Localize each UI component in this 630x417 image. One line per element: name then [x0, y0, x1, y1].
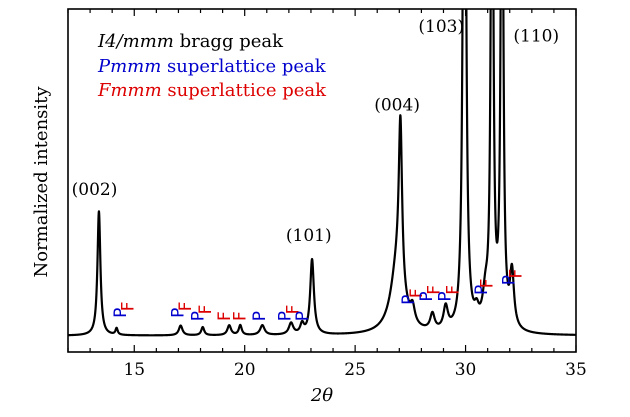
pmmm-mark: P	[250, 311, 270, 321]
fmmm-mark: F	[215, 311, 235, 321]
pmmm-mark: P	[500, 275, 520, 285]
x-axis-title: 2θ	[310, 385, 333, 406]
fmmm-mark: F	[119, 301, 139, 311]
peak-label: (002)	[72, 180, 118, 200]
pmmm-mark: P	[399, 295, 419, 305]
legend-fmmm-name: Fmmm	[97, 80, 162, 101]
fmmm-mark: F	[478, 279, 498, 289]
legend-fmmm-suffix: superlattice peak	[162, 80, 327, 101]
spectrum-line	[68, 9, 576, 337]
fmmm-mark: F	[283, 305, 303, 315]
peak-label: (103)	[418, 17, 464, 37]
x-tick-label: 20	[234, 360, 256, 380]
legend-pmmm-name: Pmmm	[97, 56, 161, 77]
pmmm-mark: P	[472, 285, 492, 295]
pmmm-mark: P	[436, 291, 456, 301]
pmmm-mark: P	[111, 308, 131, 318]
y-axis-title: Normalized intensity	[31, 86, 52, 278]
fmmm-mark: F	[506, 269, 526, 279]
legend-pmmm-suffix: superlattice peak	[161, 56, 326, 77]
x-tick-label: 30	[455, 360, 477, 380]
x-tick-label: 35	[565, 360, 587, 380]
peak-labels: (002) (101) (004) (103) (110)	[72, 17, 559, 246]
plot-frame	[67, 8, 577, 353]
pmmm-mark: P	[276, 311, 296, 321]
legend-item-i4mmm: I4/mmm bragg peak	[97, 31, 284, 52]
pmmm-mark: P	[168, 308, 188, 318]
pmmm-mark: P	[417, 291, 437, 301]
fmmm-mark: F	[176, 301, 196, 311]
legend-item-pmmm: Pmmm superlattice peak	[97, 56, 327, 77]
fmmm-mark: F	[443, 285, 463, 295]
spectrum-layer	[68, 9, 576, 337]
pmmm-mark: P	[293, 311, 313, 321]
peak-label: (004)	[374, 95, 420, 115]
peak-label: (101)	[286, 226, 332, 246]
x-tick-label: 15	[123, 360, 145, 380]
fmmm-mark: F	[425, 285, 445, 295]
peak-label: (110)	[513, 27, 559, 47]
fmmm-mark: F	[196, 305, 216, 315]
legend-item-fmmm: Fmmm superlattice peak	[97, 80, 327, 101]
legend: I4/mmm bragg peak Pmmm superlattice peak…	[97, 31, 327, 101]
fmmm-mark: F	[230, 311, 250, 321]
x-tick-label: 25	[344, 360, 366, 380]
pmmm-mark: P	[188, 311, 208, 321]
fmmm-mark: F	[407, 288, 427, 298]
legend-i4mmm-name: I4/mmm	[97, 31, 174, 52]
legend-i4mmm-suffix: bragg peak	[174, 31, 284, 52]
